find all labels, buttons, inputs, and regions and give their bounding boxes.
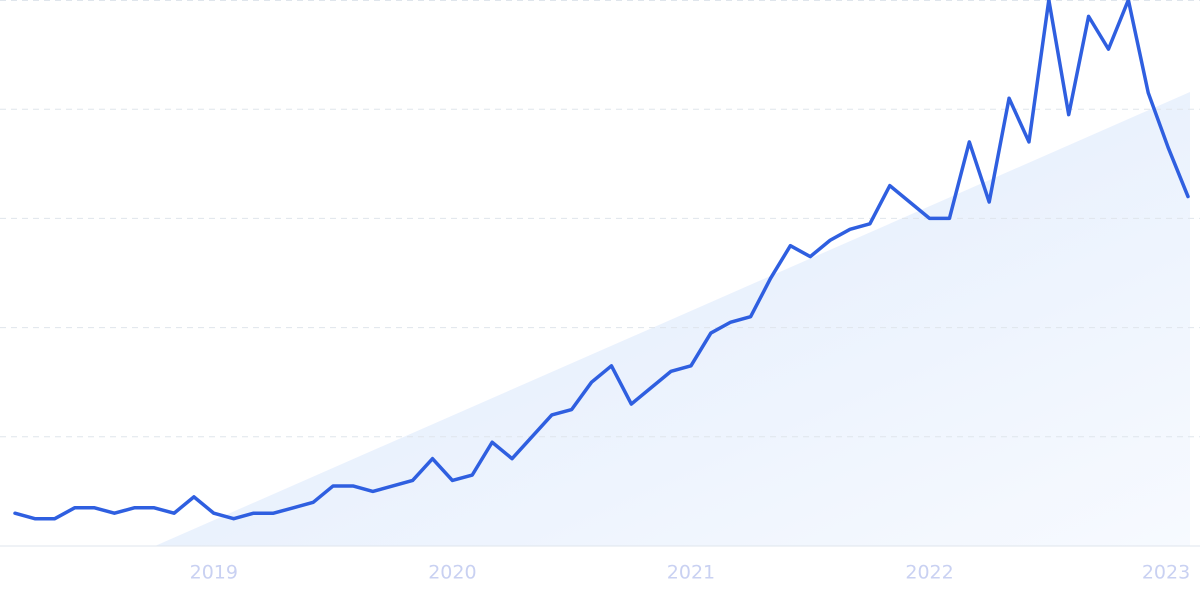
trend-area [155, 92, 1190, 546]
data-line [13, 0, 1190, 521]
x-tick-label: 2021 [667, 562, 715, 584]
x-tick-label: 2020 [428, 562, 476, 584]
x-tick-label: 2019 [190, 562, 238, 584]
x-tick-label: 2022 [905, 562, 953, 584]
x-tick-label: 2023 [1142, 562, 1190, 584]
